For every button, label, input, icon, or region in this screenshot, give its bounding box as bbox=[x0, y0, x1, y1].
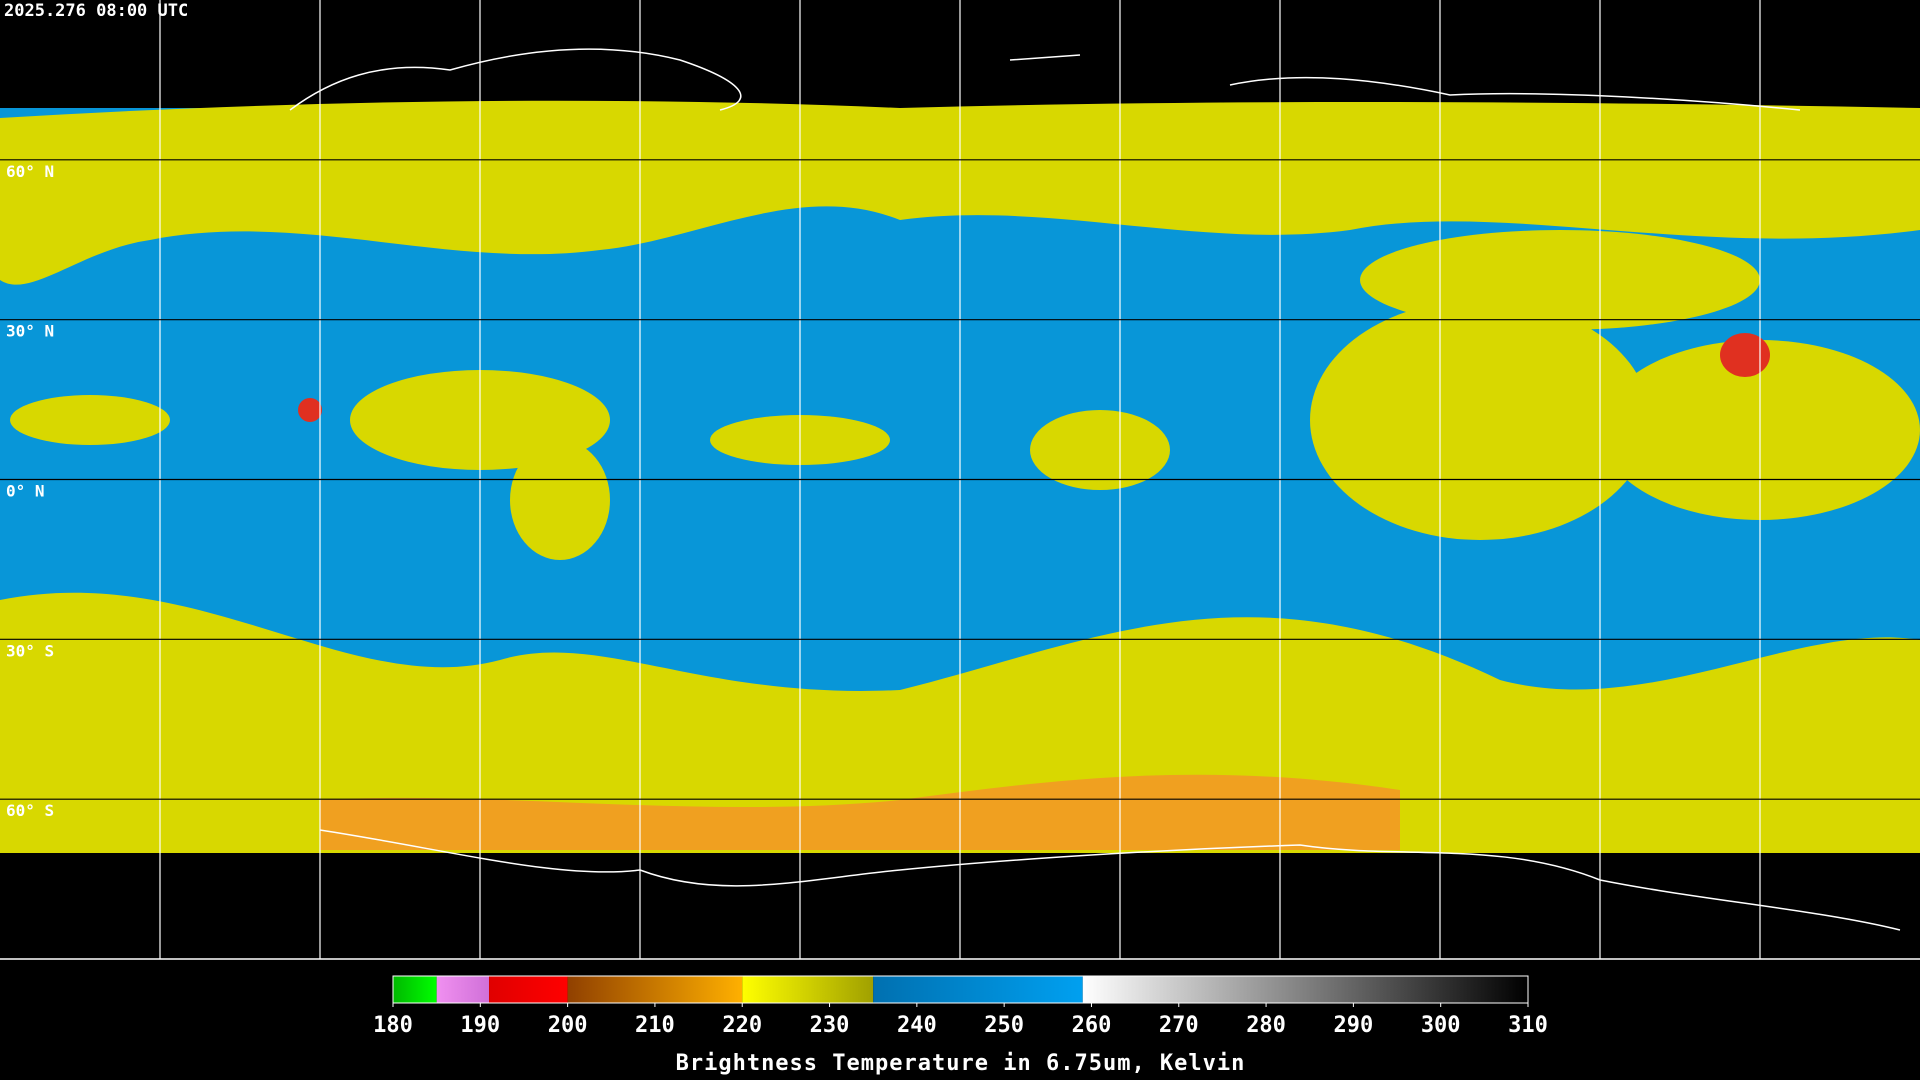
colorbar-tick-label: 300 bbox=[1421, 1013, 1461, 1038]
colorbar-tick-label: 190 bbox=[460, 1013, 500, 1038]
timestamp: 2025.276 08:00 UTC bbox=[4, 1, 188, 21]
colorbar-segment bbox=[873, 976, 1083, 1003]
latitude-label: 30° N bbox=[6, 322, 54, 341]
cloud-band bbox=[320, 774, 1400, 850]
latitude-label: 60° N bbox=[6, 162, 54, 181]
coastline bbox=[289, 48, 742, 111]
colorbar-tick-label: 180 bbox=[373, 1013, 413, 1038]
cloud-cluster bbox=[1310, 300, 1650, 540]
coastline bbox=[1009, 54, 1801, 111]
colorbar-tick-label: 230 bbox=[810, 1013, 850, 1038]
cloud-cluster bbox=[1360, 230, 1760, 330]
colorbar-tick-label: 250 bbox=[984, 1013, 1024, 1038]
latitude-label: 60° S bbox=[6, 801, 54, 820]
colorbar-tick-label: 260 bbox=[1072, 1013, 1112, 1038]
colorbar-segment bbox=[436, 976, 490, 1003]
colorbar-frame bbox=[392, 975, 1529, 1004]
colorbar-tick-label: 280 bbox=[1246, 1013, 1286, 1038]
storm-core bbox=[1720, 333, 1770, 377]
cloud-cluster bbox=[510, 440, 610, 560]
storm-core bbox=[298, 398, 322, 422]
colorbar-tick-label: 200 bbox=[548, 1013, 588, 1038]
latitude-label: 0° N bbox=[6, 482, 45, 501]
coastline bbox=[319, 829, 1901, 931]
colorbar-label: Brightness Temperature in 6.75um, Kelvin bbox=[676, 1051, 1246, 1076]
colorbar-segment bbox=[1082, 976, 1528, 1003]
colorbar-tick-label: 310 bbox=[1508, 1013, 1548, 1038]
colorbar-tick-label: 290 bbox=[1334, 1013, 1374, 1038]
coastlines bbox=[289, 48, 1901, 931]
colorbar-segment bbox=[742, 976, 874, 1003]
colorbar-segment bbox=[393, 976, 437, 1003]
colorbar-segment bbox=[489, 976, 568, 1003]
latitude-label: 30° S bbox=[6, 641, 54, 660]
colorbar-tick-label: 220 bbox=[722, 1013, 762, 1038]
colorbar-tick-label: 210 bbox=[635, 1013, 675, 1038]
cloud-cluster bbox=[1030, 410, 1170, 490]
colorbar-tick-label: 240 bbox=[897, 1013, 937, 1038]
cloud-cluster bbox=[10, 395, 170, 445]
colorbar-tick-label: 270 bbox=[1159, 1013, 1199, 1038]
colorbar-segment bbox=[567, 976, 743, 1003]
colorbar: 180 190 200 210 220 230 240 250 260 270 280 290 300 3… bbox=[373, 975, 1548, 1076]
latitude-lines: 60° N 30° N 0° N 30° S 60° S bbox=[0, 159, 1920, 820]
